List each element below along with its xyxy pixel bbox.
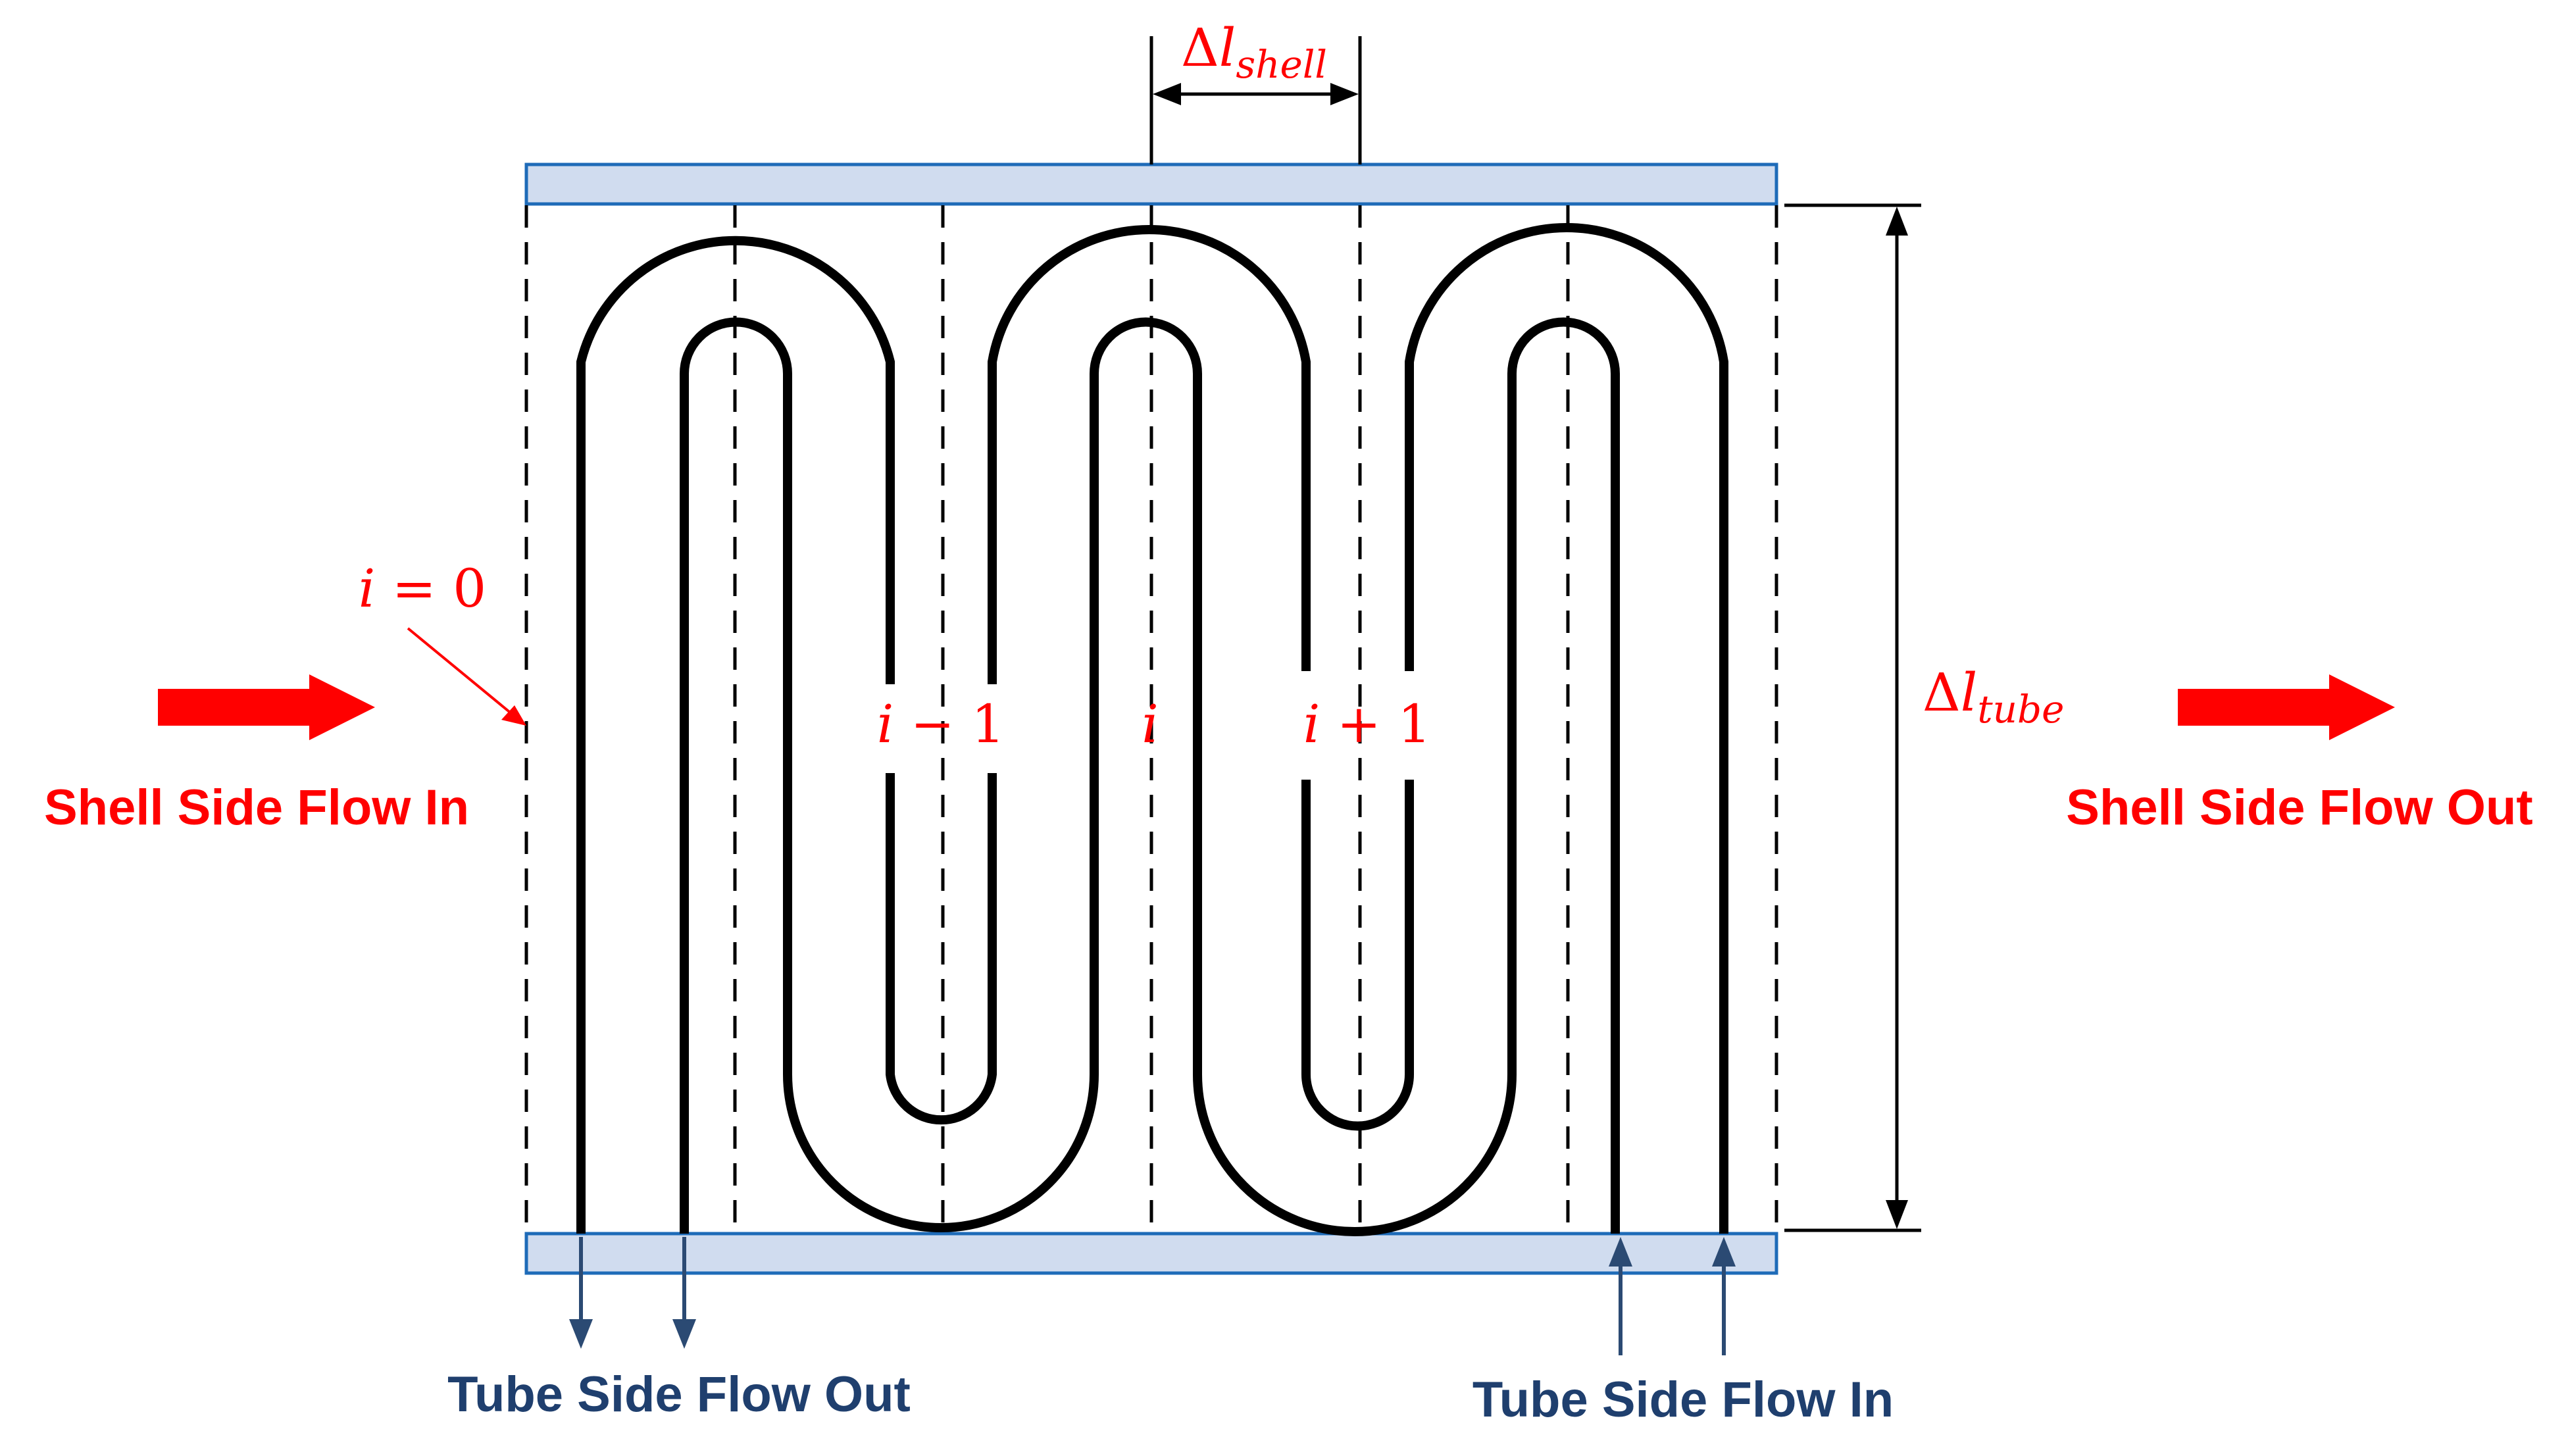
arrowhead-down-icon <box>1886 1200 1908 1229</box>
tube-in-label: Tube Side Flow In <box>1472 1372 1894 1428</box>
index-var: i <box>1303 693 1321 755</box>
shell-in-label: Shell Side Flow In <box>44 780 469 836</box>
subscript: shell <box>1236 42 1327 87</box>
index-var: i <box>359 558 376 619</box>
outer-serpentine-tube <box>576 223 1728 1234</box>
math-part: l <box>1219 17 1236 78</box>
index-rest: − 1 <box>893 693 1005 755</box>
top-plate <box>524 163 1778 206</box>
inner-serpentine-tube <box>680 317 1620 1236</box>
i-label: i <box>1142 693 1159 755</box>
index-rest: = 0 <box>375 558 486 619</box>
index-rest: + 1 <box>1320 693 1431 755</box>
navy-arrow-down-icon <box>569 1319 593 1349</box>
index-var: i <box>877 693 894 755</box>
delta-l-shell-label: Δlshell <box>1181 17 1327 87</box>
shell-out-label: Shell Side Flow Out <box>2066 780 2532 836</box>
i-plus-1-label: i + 1 <box>1303 693 1431 755</box>
cell-boundaries <box>524 205 1778 1224</box>
pointer-arrowhead-icon <box>501 705 526 726</box>
pointer-line <box>407 627 521 722</box>
tube-dimension <box>1784 203 1921 1232</box>
delta-l-tube-label: Δltube <box>1923 662 2065 732</box>
bottom-plate <box>524 1232 1778 1275</box>
arrowhead-up-icon <box>1886 207 1908 236</box>
red-block-arrow-right-icon <box>2178 674 2395 740</box>
navy-arrow-up-icon <box>1712 1237 1736 1267</box>
math-part: Δ <box>1181 17 1219 78</box>
shell-dimension <box>1149 36 1362 164</box>
index-var: i <box>1142 693 1159 755</box>
navy-arrow-up-icon <box>1609 1237 1632 1267</box>
i-minus-1-label: i − 1 <box>877 693 1005 755</box>
math-part: l <box>1961 662 1978 723</box>
red-block-arrow-right-icon <box>158 674 375 740</box>
subscript: tube <box>1977 687 2064 732</box>
tube-out-label: Tube Side Flow Out <box>447 1367 911 1422</box>
arrowhead-left-icon <box>1153 83 1181 105</box>
arrowhead-right-icon <box>1330 83 1359 105</box>
navy-arrow-down-icon <box>672 1319 696 1349</box>
i-zero-label: i = 0 <box>359 558 486 619</box>
math-part: Δ <box>1923 662 1961 723</box>
